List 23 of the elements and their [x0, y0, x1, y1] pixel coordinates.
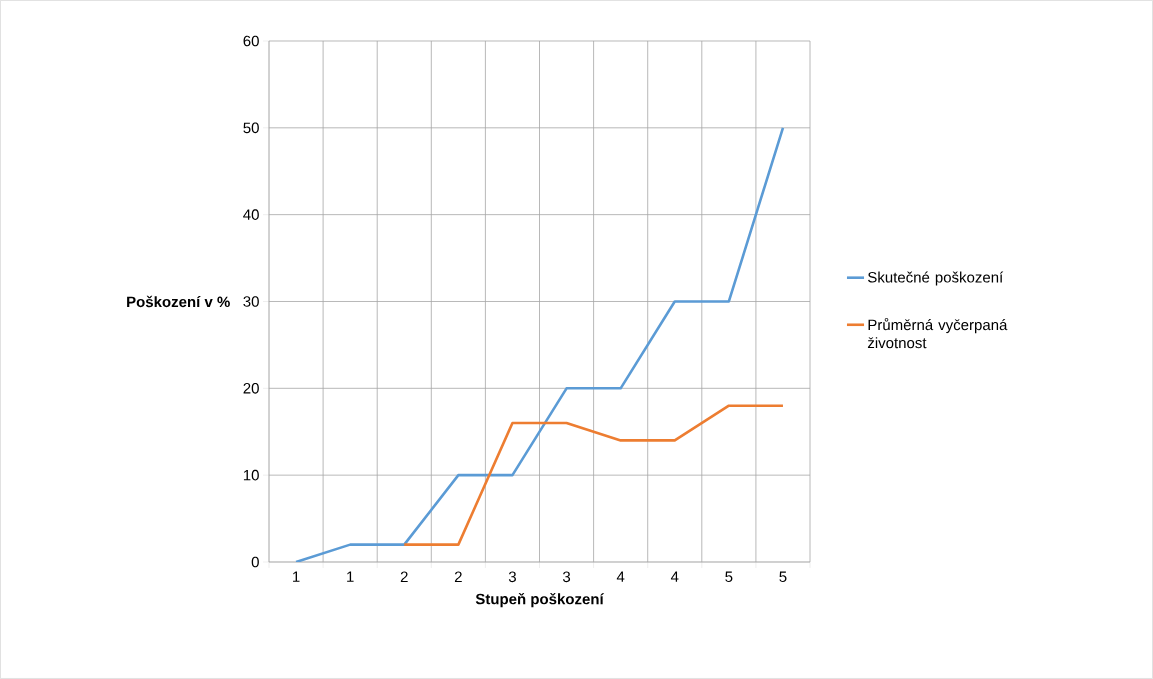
line-series	[402, 404, 785, 546]
y-axis-title: Poškození v %	[127, 295, 230, 308]
y-tick-label: 30	[243, 296, 259, 307]
y-tick-label: 0	[251, 556, 259, 568]
x-tick-label: 5	[779, 571, 787, 582]
x-tick-label: 4	[616, 571, 625, 582]
x-tick-label: 2	[400, 571, 408, 582]
x-tick-label: 4	[670, 571, 679, 582]
x-tick-label: 1	[293, 571, 300, 582]
y-tick-label: 40	[243, 209, 259, 220]
x-tick-label: 1	[347, 571, 354, 582]
legend-label: Skutečné poškození	[868, 271, 1004, 286]
y-tick-label: 10	[243, 469, 259, 481]
y-tick-label: 50	[243, 122, 259, 134]
x-tick-label: 2	[454, 571, 462, 582]
x-axis-title: Stupeň poškození	[475, 593, 605, 608]
line-series	[294, 126, 785, 562]
y-tick-label: 60	[243, 35, 259, 47]
x-tick-label: 3	[508, 571, 516, 583]
x-tick-label: 5	[725, 571, 733, 582]
x-tick-label: 3	[562, 571, 571, 583]
y-tick-label: 20	[243, 383, 259, 394]
legend-label: Průměrná vyčerpaná životnost	[867, 317, 1008, 349]
